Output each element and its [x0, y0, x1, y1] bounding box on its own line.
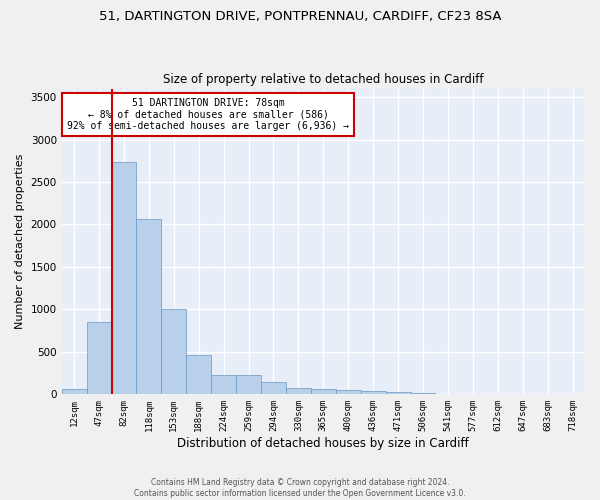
Bar: [311, 389, 336, 394]
X-axis label: Distribution of detached houses by size in Cardiff: Distribution of detached houses by size …: [178, 437, 469, 450]
Text: 51 DARTINGTON DRIVE: 78sqm
← 8% of detached houses are smaller (586)
92% of semi: 51 DARTINGTON DRIVE: 78sqm ← 8% of detac…: [67, 98, 349, 131]
Bar: [136, 220, 161, 394]
Text: 51, DARTINGTON DRIVE, PONTPRENNAU, CARDIFF, CF23 8SA: 51, DARTINGTON DRIVE, PONTPRENNAU, CARDI…: [99, 10, 501, 23]
Bar: [211, 375, 236, 394]
Bar: [261, 382, 286, 394]
Bar: [112, 162, 136, 394]
Y-axis label: Number of detached properties: Number of detached properties: [15, 154, 25, 329]
Text: Contains HM Land Registry data © Crown copyright and database right 2024.
Contai: Contains HM Land Registry data © Crown c…: [134, 478, 466, 498]
Bar: [236, 375, 261, 394]
Bar: [386, 392, 410, 394]
Bar: [186, 356, 211, 395]
Title: Size of property relative to detached houses in Cardiff: Size of property relative to detached ho…: [163, 73, 484, 86]
Bar: [286, 388, 311, 394]
Bar: [410, 392, 436, 394]
Bar: [161, 308, 186, 394]
Bar: [62, 389, 86, 394]
Bar: [336, 390, 361, 394]
Bar: [86, 322, 112, 394]
Bar: [361, 392, 386, 394]
